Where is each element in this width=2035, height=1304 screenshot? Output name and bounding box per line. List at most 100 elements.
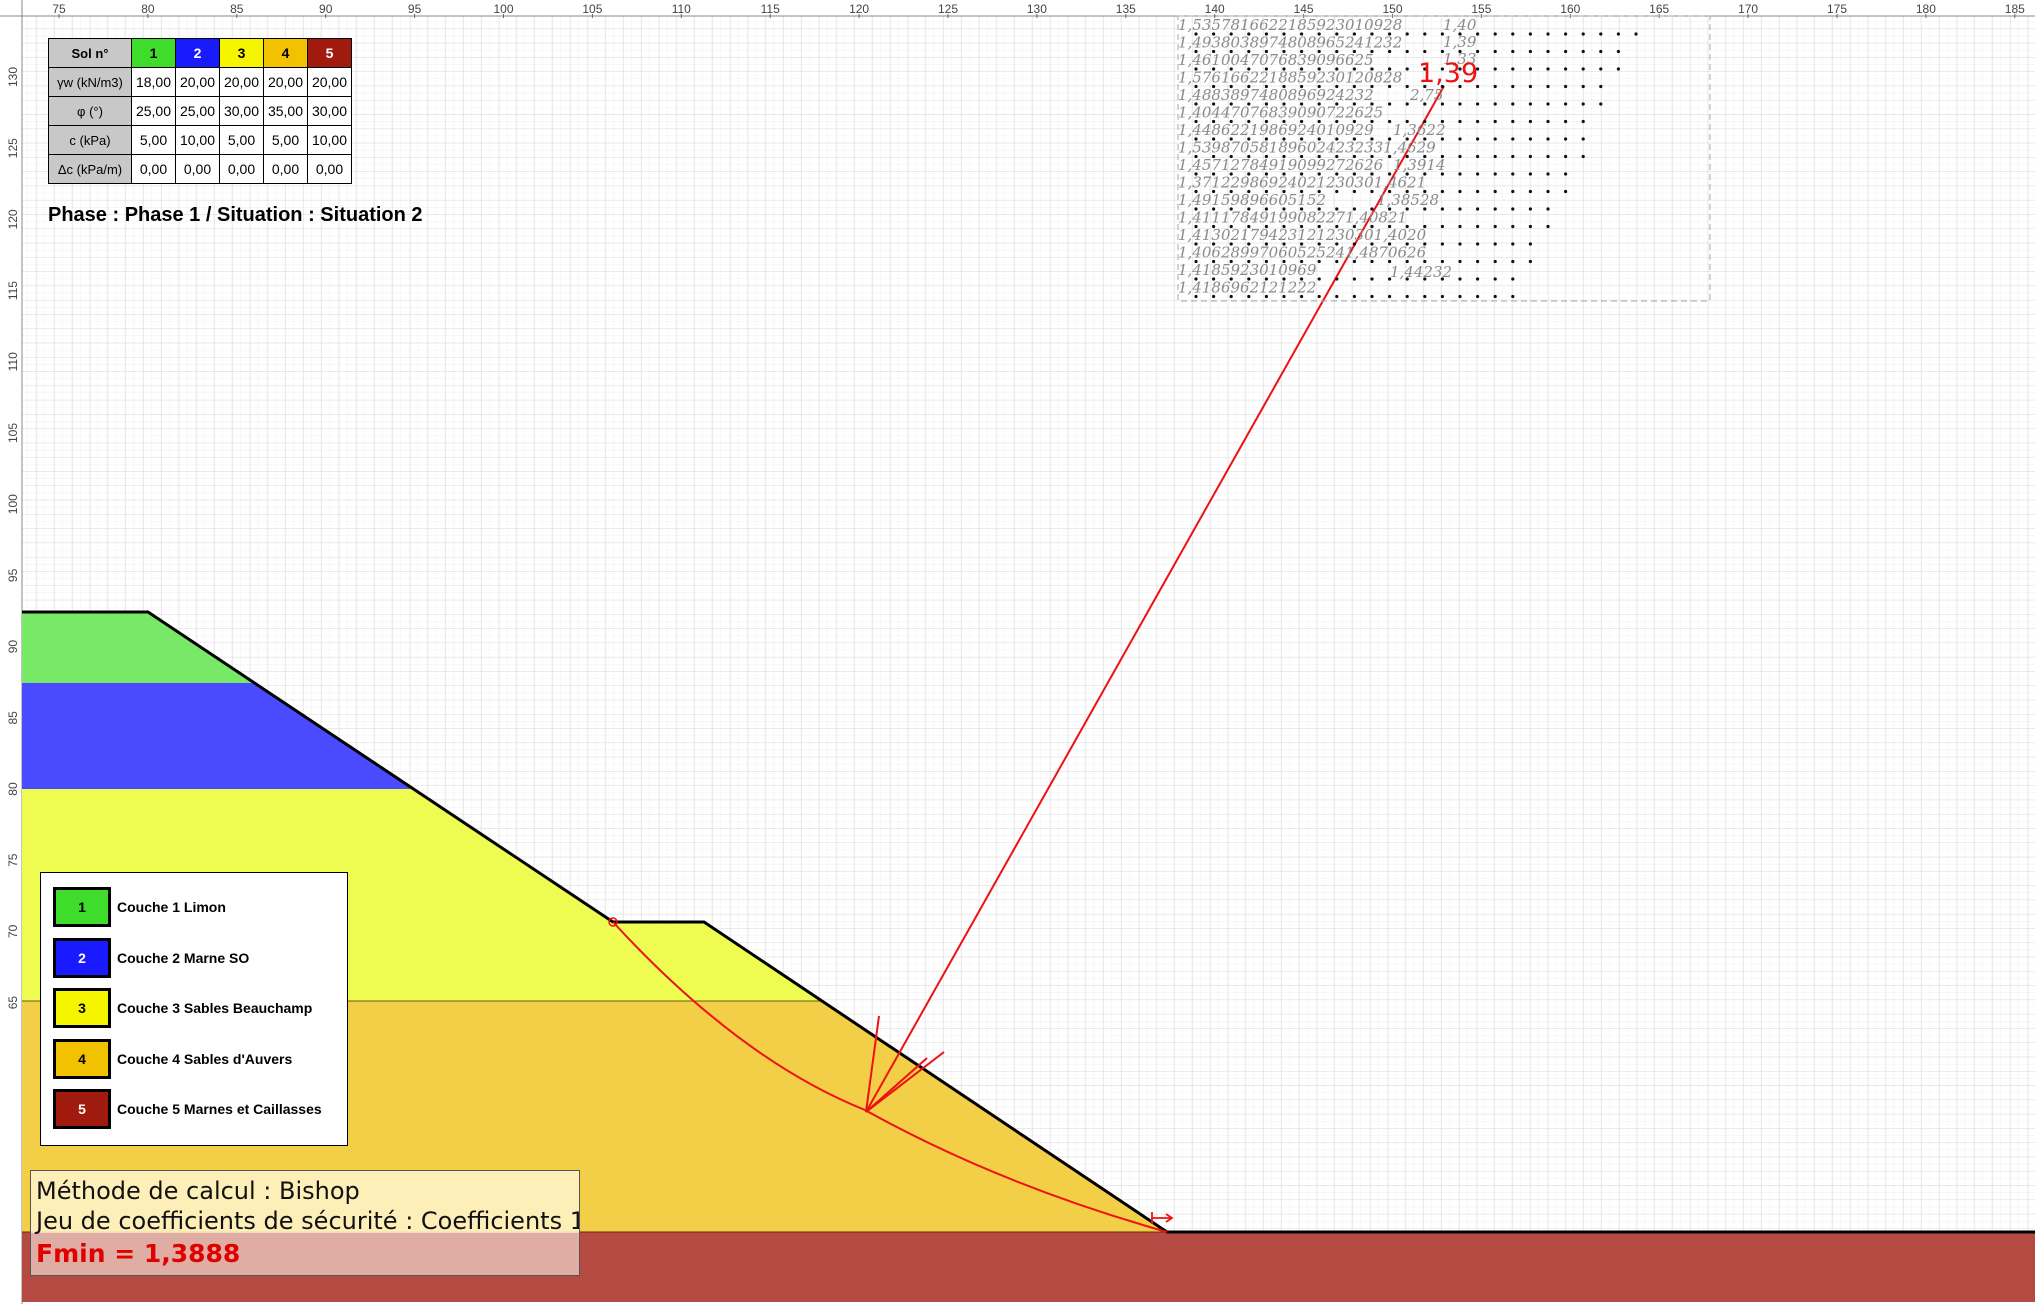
- search-grid-point: [1352, 259, 1356, 264]
- search-grid-point: [1317, 259, 1321, 264]
- search-grid-point: [1581, 102, 1585, 106]
- soil-number-cell: 2: [175, 38, 220, 68]
- search-grid-point: [1476, 102, 1480, 106]
- phase-label: Phase : Phase 1 / Situation : Situation …: [48, 204, 423, 226]
- search-grid-point: [1300, 102, 1304, 106]
- soil-property-value: 0,00: [131, 154, 176, 184]
- search-grid-point: [1388, 49, 1392, 54]
- search-grid-point: [1335, 259, 1339, 264]
- search-grid-point: [1282, 189, 1286, 194]
- legend-label: Couche 2 Marne SO: [117, 949, 250, 966]
- search-grid-point: [1247, 172, 1251, 176]
- search-grid-point: [1194, 277, 1198, 281]
- factor-label: 1,4185923010969: [1178, 261, 1317, 279]
- search-grid-point: [1229, 67, 1233, 71]
- search-grid-point: [1616, 32, 1620, 36]
- y-tick-label: 85: [6, 711, 20, 725]
- search-grid-point: [1458, 277, 1462, 281]
- y-tick-label: 95: [6, 568, 20, 582]
- search-grid-point: [1405, 67, 1409, 71]
- search-grid-point: [1247, 189, 1251, 194]
- search-grid-point: [1229, 189, 1233, 194]
- search-grid-point: [1405, 207, 1409, 211]
- y-tick-label: 90: [6, 640, 20, 654]
- search-grid-point: [1599, 102, 1603, 106]
- x-tick-label: 150: [1382, 2, 1402, 16]
- search-grid-point: [1476, 294, 1480, 299]
- search-grid-point: [1528, 119, 1532, 124]
- search-grid-point: [1616, 49, 1620, 54]
- search-grid-factor-labels: 1,53578166221859230109281,49380389748089…: [1178, 16, 1477, 297]
- search-grid-point: [1229, 49, 1233, 54]
- search-grid-point: [1282, 32, 1286, 36]
- search-grid-point: [1423, 189, 1427, 194]
- search-grid-point: [1370, 32, 1374, 36]
- search-grid-point: [1212, 49, 1216, 54]
- legend-swatch: 3: [53, 988, 111, 1028]
- search-grid-point: [1493, 224, 1497, 229]
- search-grid-point: [1440, 154, 1444, 159]
- soil-number-cell: 3: [219, 38, 264, 68]
- search-grid-point: [1564, 119, 1568, 124]
- search-grid-point: [1423, 172, 1427, 176]
- search-grid-point: [1229, 259, 1233, 264]
- search-grid-point: [1300, 119, 1304, 124]
- soil-table-row: γw (kN/m3) 18,00 20,00 20,00 20,00 20,00: [48, 67, 352, 97]
- x-tick-label: 85: [230, 2, 244, 16]
- search-grid-point: [1405, 119, 1409, 124]
- soil-property-value: 10,00: [175, 125, 220, 155]
- search-grid-point: [1370, 84, 1374, 89]
- search-grid-point: [1229, 224, 1233, 229]
- radius-line-main: [865, 85, 1445, 1113]
- search-grid-point: [1405, 84, 1409, 89]
- search-grid-point: [1335, 102, 1339, 106]
- search-grid-point: [1370, 207, 1374, 211]
- x-tick-label: 175: [1827, 2, 1847, 16]
- search-grid-point: [1405, 294, 1409, 299]
- search-grid-point: [1194, 294, 1198, 299]
- search-grid-point: [1493, 67, 1497, 71]
- radius-line-b: [865, 1051, 945, 1113]
- soil-property-value: 30,00: [307, 96, 352, 126]
- soil-number-cell: 4: [263, 38, 308, 68]
- search-grid-point: [1388, 84, 1392, 89]
- search-grid-point: [1352, 294, 1356, 299]
- search-grid-point: [1335, 84, 1339, 89]
- factor-label: 1,3914: [1393, 156, 1446, 174]
- search-grid-point: [1440, 67, 1444, 71]
- search-grid-point: [1388, 207, 1392, 211]
- search-grid-point: [1194, 242, 1198, 246]
- search-grid-point: [1440, 242, 1444, 246]
- x-tick-label: 140: [1205, 2, 1225, 16]
- search-grid-point: [1528, 32, 1532, 36]
- search-grid-box: [1177, 15, 1711, 302]
- legend-item: 4 Couche 4 Sables d'Auvers: [53, 1037, 292, 1081]
- soil-number-cell: 1: [131, 38, 176, 68]
- factor-label: 1,5357816622185923010928: [1178, 16, 1402, 34]
- factor-label: 1,539870581896024232331,4629: [1178, 139, 1436, 157]
- soil-property-value: 35,00: [263, 96, 308, 126]
- search-grid-point: [1546, 32, 1550, 36]
- search-grid-point: [1476, 277, 1480, 281]
- legend-item: 1 Couche 1 Limon: [53, 885, 226, 929]
- search-grid-point: [1581, 84, 1585, 89]
- search-grid-point: [1194, 189, 1198, 194]
- search-grid-point: [1370, 49, 1374, 54]
- search-grid-point: [1388, 259, 1392, 264]
- search-grid-point: [1546, 84, 1550, 89]
- search-grid-point: [1282, 154, 1286, 159]
- search-grid-point: [1440, 119, 1444, 124]
- search-grid-point: [1282, 172, 1286, 176]
- search-grid-point: [1440, 102, 1444, 106]
- search-grid-point: [1317, 49, 1321, 54]
- search-grid-point: [1335, 294, 1339, 299]
- search-grid-point: [1352, 102, 1356, 106]
- slip-entry-marker[interactable]: [608, 917, 618, 927]
- search-grid-point: [1300, 294, 1304, 299]
- search-grid-point: [1476, 137, 1480, 141]
- search-grid-point: [1194, 259, 1198, 264]
- search-grid-point: [1300, 84, 1304, 89]
- y-tick-label: 70: [6, 924, 20, 938]
- search-grid-point: [1546, 137, 1550, 141]
- search-grid-point: [1440, 172, 1444, 176]
